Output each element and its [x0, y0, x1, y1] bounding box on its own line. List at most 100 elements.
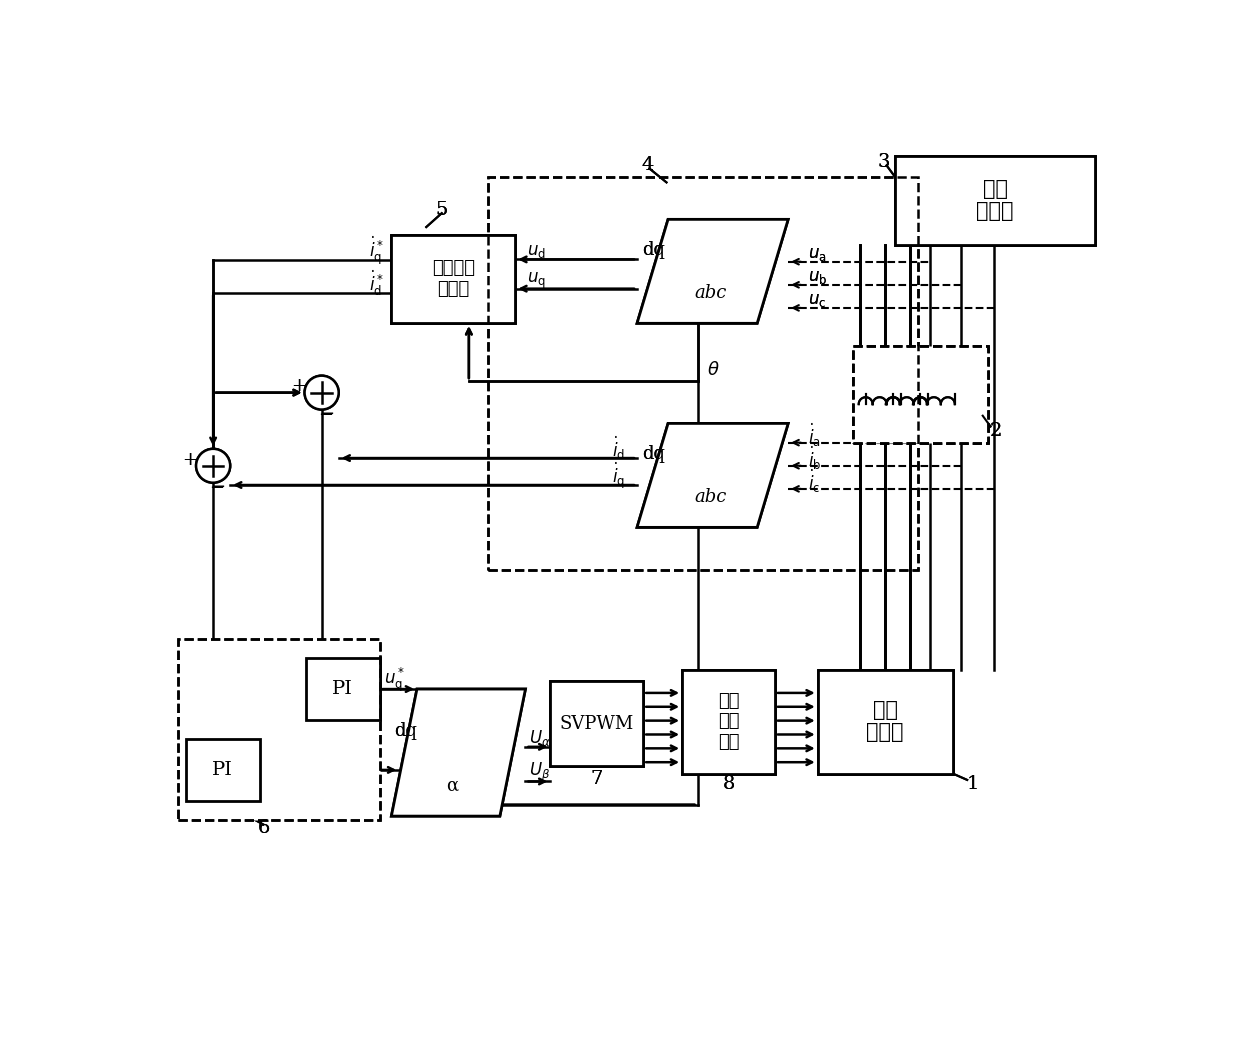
Text: $-$: $-$ [317, 404, 334, 422]
Bar [489, 177, 919, 569]
Bar [853, 346, 988, 442]
Text: α: α [445, 777, 458, 795]
Text: $u_{\rm d}^*$: $u_{\rm d}^*$ [263, 748, 285, 773]
Bar [392, 235, 516, 324]
Polygon shape [392, 689, 526, 816]
Text: $u_{\rm c}$: $u_{\rm c}$ [807, 292, 826, 309]
Text: $\dot{i}_{\rm q}^*$: $\dot{i}_{\rm q}^*$ [370, 235, 383, 267]
Polygon shape [637, 219, 789, 324]
Bar [186, 740, 259, 801]
Text: 4: 4 [641, 157, 653, 175]
Text: 7: 7 [590, 770, 603, 788]
Text: 6: 6 [258, 819, 269, 837]
Polygon shape [392, 689, 526, 816]
Bar [179, 639, 379, 820]
Text: +: + [291, 378, 306, 396]
Text: $u_{\rm b}$: $u_{\rm b}$ [807, 269, 827, 286]
Text: 1: 1 [966, 774, 978, 792]
Bar [551, 681, 644, 766]
Text: 6: 6 [258, 819, 269, 837]
Polygon shape [637, 219, 789, 324]
Bar [682, 670, 775, 773]
Text: $\dot{i}_{\rm d}$: $\dot{i}_{\rm d}$ [613, 435, 625, 462]
Text: +: + [182, 451, 197, 469]
Text: α: α [445, 777, 458, 795]
Bar [895, 157, 1095, 244]
Bar [392, 235, 516, 324]
Text: $\dot{i}_{\rm c}$: $\dot{i}_{\rm c}$ [807, 468, 820, 495]
Text: $\dot{i}_{\rm q}$: $\dot{i}_{\rm q}$ [613, 460, 625, 491]
Text: 3: 3 [877, 152, 890, 170]
Text: 3: 3 [877, 152, 890, 170]
Text: abc: abc [694, 488, 727, 506]
Text: 电机
控制器: 电机 控制器 [976, 180, 1014, 221]
Circle shape [305, 376, 339, 409]
Text: 7: 7 [590, 770, 603, 788]
Text: 电机
控制器: 电机 控制器 [976, 180, 1014, 221]
Bar [817, 670, 954, 773]
Circle shape [196, 449, 231, 482]
Text: dq: dq [642, 445, 666, 463]
Text: 驱动
电路
单元: 驱动 电路 单元 [718, 692, 739, 751]
Bar [853, 346, 988, 442]
Text: $\dot{i}_{\rm d}^*$: $\dot{i}_{\rm d}^*$ [370, 269, 383, 298]
Text: dq: dq [642, 445, 666, 463]
Text: $\dot{i}_{\rm b}$: $\dot{i}_{\rm b}$ [807, 444, 821, 472]
Bar [895, 157, 1095, 244]
Text: 电机
模拟器: 电机 模拟器 [867, 700, 904, 742]
Text: $u_{\rm q}^*$: $u_{\rm q}^*$ [383, 665, 404, 694]
Circle shape [196, 449, 231, 482]
Text: $\theta$: $\theta$ [707, 361, 719, 379]
Text: 5: 5 [435, 201, 448, 219]
Text: +: + [291, 378, 306, 396]
Text: $u_{\rm a}$: $u_{\rm a}$ [807, 245, 826, 262]
Bar [186, 740, 259, 801]
Text: 实时电机
仿真器: 实时电机 仿真器 [432, 259, 475, 298]
Text: $-$: $-$ [211, 476, 226, 494]
Text: $\dot{i}_{\rm a}$: $\dot{i}_{\rm a}$ [807, 421, 821, 449]
Text: $u_{\rm b}$: $u_{\rm b}$ [807, 269, 827, 286]
Bar [551, 681, 644, 766]
Polygon shape [637, 423, 789, 527]
Text: dq: dq [394, 723, 417, 741]
Text: SVPWM: SVPWM [559, 715, 634, 733]
Text: $u_{\rm q}$: $u_{\rm q}$ [527, 271, 546, 291]
Text: $U_{\alpha}$: $U_{\alpha}$ [529, 728, 551, 748]
Text: abc: abc [694, 284, 727, 302]
Text: $u_{\rm d}$: $u_{\rm d}$ [527, 243, 546, 260]
Bar [817, 670, 954, 773]
Bar [306, 658, 379, 719]
Text: 实时电机
仿真器: 实时电机 仿真器 [432, 259, 475, 298]
Text: $u_{\rm c}$: $u_{\rm c}$ [807, 292, 826, 309]
Polygon shape [637, 423, 789, 527]
Text: 1: 1 [966, 774, 978, 792]
Text: SVPWM: SVPWM [559, 715, 634, 733]
Text: PI: PI [212, 761, 233, 779]
Circle shape [305, 376, 339, 409]
Text: 2: 2 [990, 422, 1002, 440]
Text: 8: 8 [723, 774, 734, 792]
Text: PI: PI [212, 761, 233, 779]
Text: $-$: $-$ [210, 477, 224, 495]
Text: 2: 2 [990, 422, 1002, 440]
Text: 5: 5 [435, 201, 448, 219]
Bar [306, 658, 379, 719]
Text: 4: 4 [641, 157, 653, 175]
Text: abc: abc [694, 284, 727, 302]
Text: $-$: $-$ [319, 403, 334, 421]
Text: +: + [182, 451, 197, 469]
Bar [489, 177, 919, 569]
Text: dq: dq [642, 241, 666, 259]
Text: 驱动
电路
单元: 驱动 电路 单元 [718, 692, 739, 751]
Text: 电机
模拟器: 电机 模拟器 [867, 700, 904, 742]
Bar [179, 639, 379, 820]
Bar [853, 346, 988, 442]
Text: dq: dq [394, 723, 417, 741]
Bar [682, 670, 775, 773]
Text: 8: 8 [723, 774, 734, 792]
Text: PI: PI [332, 680, 353, 698]
Text: $U_{\beta}$: $U_{\beta}$ [529, 761, 551, 784]
Text: $u_{\rm a}$: $u_{\rm a}$ [807, 245, 826, 262]
Text: dq: dq [642, 241, 666, 259]
Text: abc: abc [694, 488, 727, 506]
